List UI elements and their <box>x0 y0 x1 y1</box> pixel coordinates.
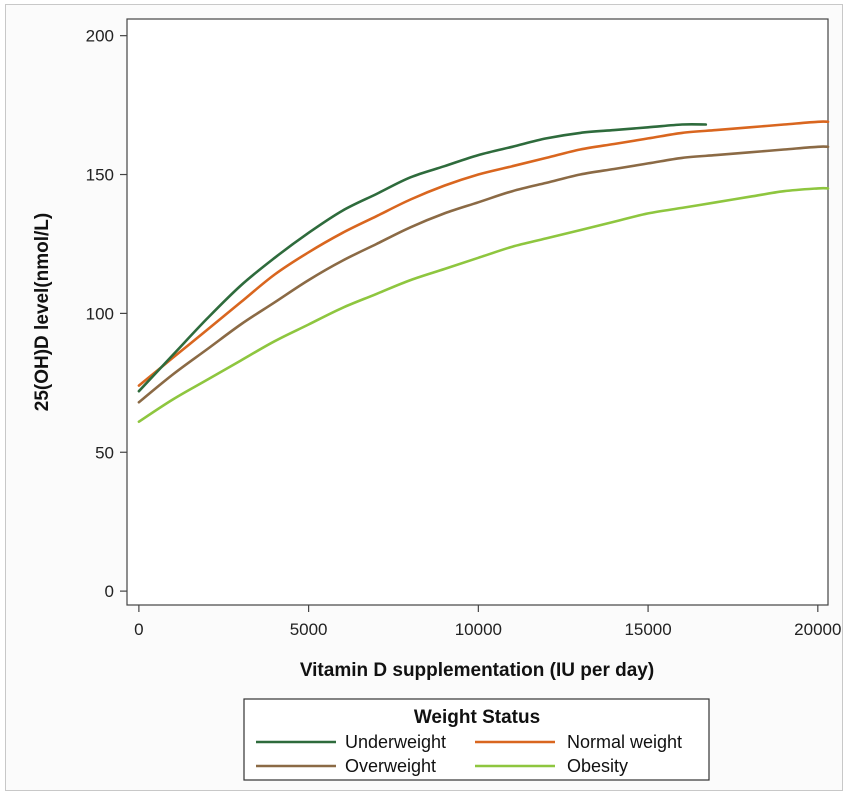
y-tick-label: 100 <box>86 304 114 323</box>
plot-area <box>126 18 829 606</box>
x-tick-label: 15000 <box>624 620 671 639</box>
y-axis-title: 25(OH)D level(nmol/L) <box>32 213 53 411</box>
series-line-underweight <box>137 123 708 393</box>
legend-title: Weight Status <box>414 707 540 728</box>
legend-label: Overweight <box>345 756 436 776</box>
y-tick-label: 50 <box>95 443 114 462</box>
x-tick-label: 5000 <box>290 620 328 639</box>
legend-label: Obesity <box>567 756 628 776</box>
y-axis: 0 50 100 150 200 <box>86 27 127 601</box>
series-line-normal-weight <box>137 120 830 387</box>
x-axis-title: Vitamin D supplementation (IU per day) <box>300 660 654 681</box>
x-tick-label: 0 <box>134 620 143 639</box>
y-tick-label: 0 <box>105 582 114 601</box>
series-line-overweight <box>137 145 830 404</box>
x-tick-label: 20000 <box>794 620 841 639</box>
y-tick-label: 150 <box>86 166 114 185</box>
legend: Weight Status Underweight Normal weight Ov… <box>243 698 710 781</box>
y-tick-label: 200 <box>86 27 114 46</box>
legend-label: Underweight <box>345 732 446 752</box>
series-lines <box>137 120 830 423</box>
series-line-obesity <box>137 186 830 423</box>
x-axis: 0 5000 10000 15000 20000 <box>134 605 841 639</box>
x-tick-label: 10000 <box>455 620 502 639</box>
legend-label: Normal weight <box>567 732 682 752</box>
